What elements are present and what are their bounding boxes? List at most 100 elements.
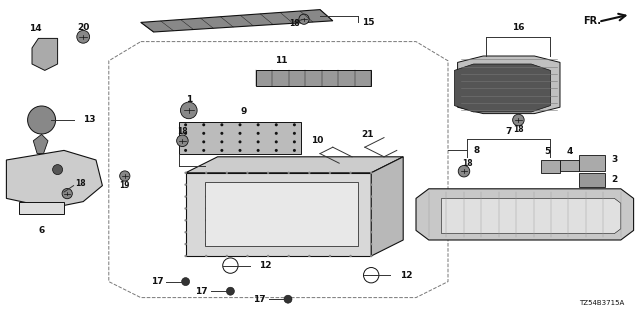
Circle shape xyxy=(184,255,187,257)
Polygon shape xyxy=(579,155,605,171)
Circle shape xyxy=(205,231,207,233)
Text: 5: 5 xyxy=(544,148,550,156)
Circle shape xyxy=(329,219,331,221)
Circle shape xyxy=(184,123,187,126)
Circle shape xyxy=(205,196,207,198)
Polygon shape xyxy=(579,173,605,187)
Circle shape xyxy=(287,231,290,233)
Circle shape xyxy=(239,140,241,143)
Text: 17: 17 xyxy=(253,295,266,304)
Circle shape xyxy=(246,219,249,221)
Text: 21: 21 xyxy=(362,130,374,139)
Polygon shape xyxy=(33,134,48,154)
Text: 17: 17 xyxy=(195,287,208,296)
Circle shape xyxy=(275,132,278,135)
Circle shape xyxy=(308,255,310,257)
Text: 4: 4 xyxy=(566,148,573,156)
Polygon shape xyxy=(442,198,621,234)
Text: 18: 18 xyxy=(177,127,188,136)
Circle shape xyxy=(370,255,372,257)
Circle shape xyxy=(202,123,205,126)
Circle shape xyxy=(227,287,234,295)
Text: 19: 19 xyxy=(120,181,130,190)
Polygon shape xyxy=(186,173,371,256)
Polygon shape xyxy=(458,56,560,114)
Text: FR.: FR. xyxy=(583,16,601,26)
Circle shape xyxy=(220,149,223,152)
Circle shape xyxy=(267,172,269,174)
Text: 9: 9 xyxy=(240,108,246,116)
Circle shape xyxy=(226,207,228,210)
Text: 11: 11 xyxy=(275,56,288,65)
Text: 1: 1 xyxy=(186,95,192,104)
Circle shape xyxy=(329,207,331,210)
Circle shape xyxy=(226,219,228,221)
Circle shape xyxy=(349,196,352,198)
Circle shape xyxy=(293,123,296,126)
Circle shape xyxy=(257,140,260,143)
Circle shape xyxy=(349,183,352,186)
Polygon shape xyxy=(416,189,634,240)
Circle shape xyxy=(184,219,187,221)
Circle shape xyxy=(257,132,260,135)
Text: 8: 8 xyxy=(474,146,480,155)
Circle shape xyxy=(329,231,331,233)
Polygon shape xyxy=(19,202,64,214)
Circle shape xyxy=(120,171,130,181)
Text: 17: 17 xyxy=(150,277,163,286)
Circle shape xyxy=(287,183,290,186)
Circle shape xyxy=(246,255,249,257)
Circle shape xyxy=(246,231,249,233)
Circle shape xyxy=(226,231,228,233)
Circle shape xyxy=(184,132,187,135)
Circle shape xyxy=(220,123,223,126)
Circle shape xyxy=(329,243,331,245)
Circle shape xyxy=(513,114,524,126)
Text: TZ54B3715A: TZ54B3715A xyxy=(579,300,624,306)
Circle shape xyxy=(184,231,187,233)
Polygon shape xyxy=(371,157,403,256)
Circle shape xyxy=(180,102,197,119)
Polygon shape xyxy=(205,182,358,246)
Circle shape xyxy=(308,172,310,174)
Polygon shape xyxy=(179,122,301,154)
Circle shape xyxy=(202,132,205,135)
Text: 12: 12 xyxy=(400,271,413,280)
Text: 10: 10 xyxy=(310,136,323,145)
Circle shape xyxy=(267,231,269,233)
Circle shape xyxy=(349,219,352,221)
Circle shape xyxy=(267,243,269,245)
Circle shape xyxy=(205,219,207,221)
Circle shape xyxy=(220,140,223,143)
Circle shape xyxy=(226,255,228,257)
Circle shape xyxy=(370,207,372,210)
Text: 13: 13 xyxy=(83,116,96,124)
Circle shape xyxy=(226,183,228,186)
Circle shape xyxy=(246,172,249,174)
Circle shape xyxy=(205,172,207,174)
Circle shape xyxy=(267,183,269,186)
Circle shape xyxy=(284,295,292,303)
Circle shape xyxy=(308,196,310,198)
Text: 18: 18 xyxy=(289,20,300,28)
Circle shape xyxy=(246,183,249,186)
Circle shape xyxy=(458,165,470,177)
Circle shape xyxy=(257,123,260,126)
Circle shape xyxy=(202,149,205,152)
Circle shape xyxy=(62,188,72,199)
Circle shape xyxy=(184,172,187,174)
Circle shape xyxy=(239,132,241,135)
Circle shape xyxy=(349,255,352,257)
Circle shape xyxy=(308,207,310,210)
Polygon shape xyxy=(141,10,333,32)
Circle shape xyxy=(267,207,269,210)
Circle shape xyxy=(349,172,352,174)
Text: 14: 14 xyxy=(29,24,42,33)
Circle shape xyxy=(246,207,249,210)
Circle shape xyxy=(329,196,331,198)
Polygon shape xyxy=(541,160,560,173)
Text: 18: 18 xyxy=(513,125,524,134)
Circle shape xyxy=(275,140,278,143)
Circle shape xyxy=(184,183,187,186)
Circle shape xyxy=(184,243,187,245)
